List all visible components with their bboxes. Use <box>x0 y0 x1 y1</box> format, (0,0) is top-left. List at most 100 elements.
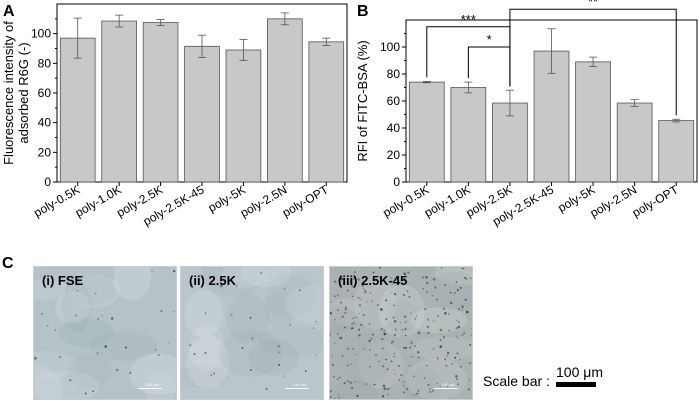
micrograph-particle <box>386 368 389 371</box>
micrograph-texture <box>181 267 323 399</box>
micrograph-haze <box>341 332 391 386</box>
micrograph-particle <box>425 291 428 294</box>
micrograph-particle <box>422 276 425 279</box>
micrograph-particle <box>351 295 354 297</box>
micrograph-particle <box>368 348 371 351</box>
micrograph-particle <box>358 304 361 307</box>
micrograph-particle <box>368 323 371 326</box>
micrograph-particle <box>426 325 430 329</box>
micrograph-particle <box>436 298 438 301</box>
micrograph-particle <box>351 285 353 287</box>
micrograph-particle <box>249 316 252 319</box>
x-tick-label: poly-1.0K <box>73 182 124 219</box>
micrograph-particle <box>393 369 395 371</box>
micrograph-particle <box>46 325 49 327</box>
micrograph-particle <box>124 346 127 349</box>
micrograph-particle <box>370 337 373 340</box>
micrograph-particle <box>334 280 337 283</box>
micrograph-particle <box>423 377 426 380</box>
micrograph-particle <box>333 398 336 399</box>
y-tick-label: 0 <box>44 175 51 189</box>
micrograph-particle <box>461 309 464 311</box>
micrograph-particle <box>352 322 355 325</box>
micrograph-haze <box>219 330 283 377</box>
micrograph-haze <box>34 371 100 399</box>
bar <box>59 37 96 183</box>
micrograph-particle <box>284 288 286 290</box>
y-tick-label: 80 <box>38 56 52 70</box>
micrograph-particle <box>444 358 447 361</box>
micrograph-particle <box>385 358 387 361</box>
micrograph-particle <box>154 349 157 351</box>
micrograph-particle <box>363 287 365 290</box>
micrograph-particle <box>432 348 435 350</box>
micrograph-particle <box>456 383 459 386</box>
micrograph-particle <box>353 286 355 289</box>
y-axis-label: Fluorescence intensity of <box>1 21 16 165</box>
micrograph-haze <box>34 351 78 379</box>
micrograph-particle <box>330 390 332 393</box>
micrograph-particle <box>357 278 359 280</box>
micrograph-particle <box>193 353 196 356</box>
micrograph-particle <box>385 318 388 321</box>
micrograph-particle <box>393 304 396 307</box>
micrograph-particle <box>459 286 462 289</box>
micrograph-particle <box>437 315 439 317</box>
micrograph-particle <box>96 352 99 355</box>
micrograph-particle <box>404 346 408 350</box>
micrograph-particle <box>160 309 163 312</box>
micrograph-scale-text: 100 μm <box>292 382 306 387</box>
micrograph-particle <box>399 322 402 324</box>
micrograph-particle <box>459 365 462 368</box>
micrograph-particle <box>436 357 440 360</box>
bar <box>308 41 345 183</box>
micrograph-particle <box>344 306 347 309</box>
micrograph-particle <box>334 318 336 321</box>
micrograph-particle <box>448 329 451 332</box>
micrograph-particle <box>432 278 436 281</box>
micrograph-texture <box>34 267 176 399</box>
micrograph-particle <box>394 373 396 375</box>
micrograph-particle <box>365 383 367 385</box>
micrograph-label: (i) FSE <box>42 273 84 288</box>
micrograph-particle <box>41 313 43 315</box>
micrograph-particle <box>343 382 346 384</box>
micrograph-particle <box>351 327 353 330</box>
micrograph-particle <box>456 319 458 322</box>
significance-bracket <box>467 46 511 87</box>
micrograph-haze <box>34 366 63 399</box>
micrograph-particle <box>204 351 207 355</box>
micrograph-particle <box>358 333 361 337</box>
panel-letter-b: B <box>357 3 369 20</box>
micrograph-particle <box>403 294 406 297</box>
micrograph-haze <box>89 330 158 361</box>
micrograph-particle <box>115 368 119 372</box>
micrograph-particle <box>352 277 355 280</box>
micrograph-particle <box>468 378 471 380</box>
micrograph-particle <box>463 267 465 270</box>
micrograph-particle <box>447 351 450 354</box>
micrograph-haze <box>34 279 70 301</box>
bar <box>450 87 487 183</box>
micrograph-particle <box>422 287 425 290</box>
micrograph-particle <box>443 307 446 310</box>
micrograph-particle <box>465 310 469 314</box>
micrograph-particle <box>417 331 421 335</box>
micrograph-haze <box>258 325 323 357</box>
micrograph-particle <box>371 300 373 302</box>
micrograph-haze <box>144 371 176 399</box>
micrograph-particle <box>404 315 407 318</box>
micrograph-particle <box>394 328 397 331</box>
micrograph-particle <box>382 395 385 398</box>
micrograph-particle <box>173 270 176 273</box>
micrograph-particle <box>404 334 407 337</box>
micrograph-particle <box>408 364 411 367</box>
micrograph-particle <box>446 354 448 357</box>
micrograph-particle <box>469 277 472 280</box>
significance-label: ** <box>588 0 598 9</box>
micrograph-particle <box>434 286 437 289</box>
micrograph-particle <box>393 352 395 354</box>
micrograph-particle <box>378 360 381 363</box>
micrograph-particle <box>278 351 280 354</box>
micrograph-particle <box>235 285 238 287</box>
